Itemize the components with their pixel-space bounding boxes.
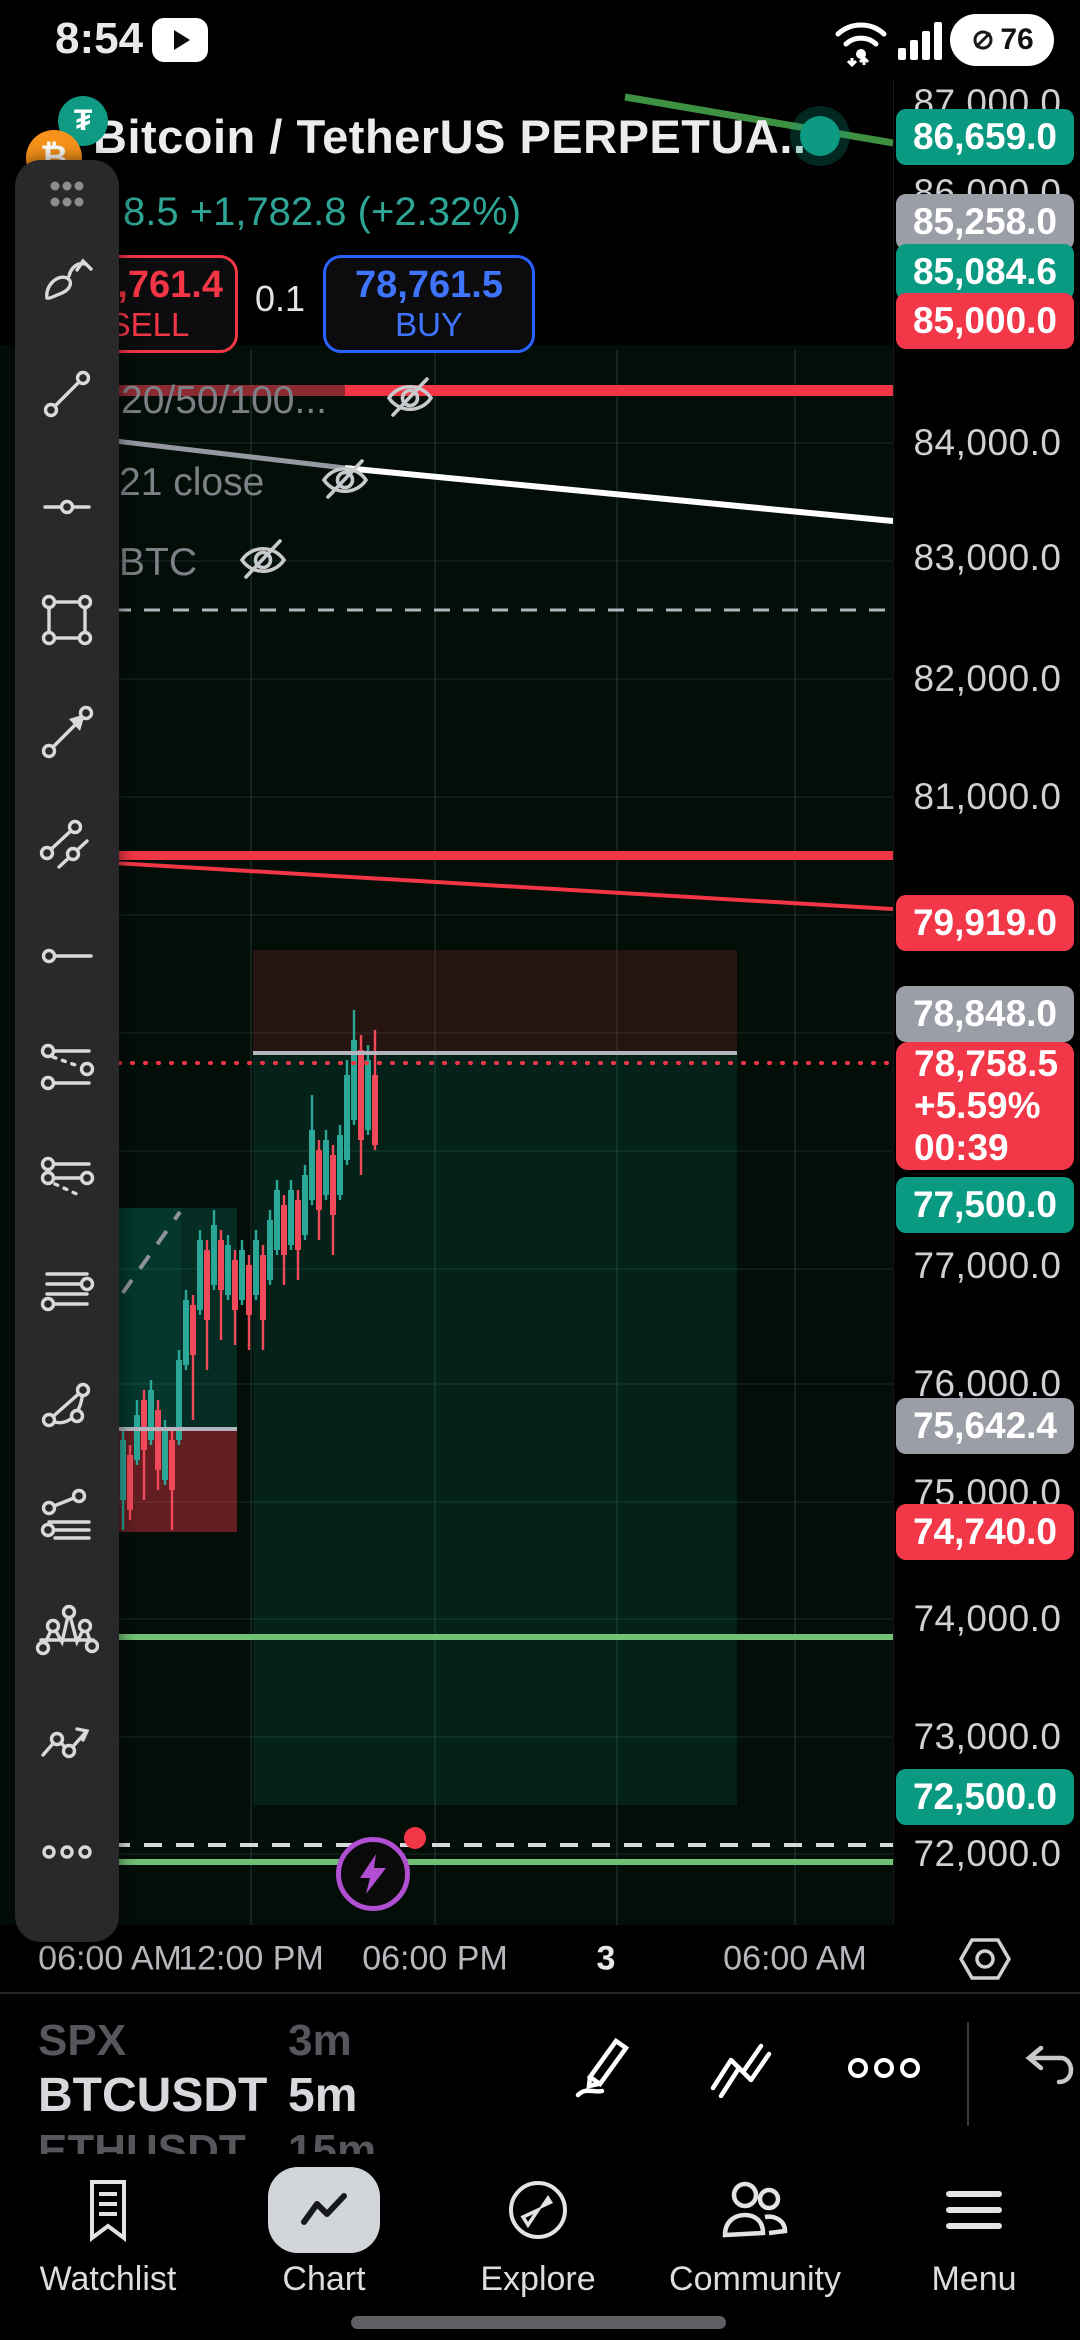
- undo-icon[interactable]: [1021, 2040, 1075, 2088]
- price-scale[interactable]: 87,000.0 86,000.0 84,000.0 83,000.0 82,000.0…: [893, 80, 1080, 1925]
- drawing-toolbar[interactable]: [15, 160, 119, 1942]
- buy-label: BUY: [395, 305, 463, 343]
- signal-bars-icon: [898, 22, 942, 60]
- trend-fib-icon[interactable]: [31, 1482, 103, 1554]
- price-tick: 82,000.0: [913, 658, 1062, 699]
- drag-handle-icon[interactable]: [31, 157, 103, 229]
- price-tick: 72,000.0: [913, 1833, 1062, 1874]
- clock: 8:54: [55, 14, 144, 63]
- wifi-icon: [835, 22, 887, 68]
- last-price-badge: 78,758.5 +5.59% 00:39: [896, 1042, 1074, 1170]
- community-icon: [717, 2177, 793, 2243]
- more-dots-icon[interactable]: [31, 1816, 103, 1888]
- chart-icon: [268, 2167, 380, 2253]
- nav-item-menu[interactable]: Menu: [884, 2154, 1064, 2299]
- indicator-label: BTC: [119, 541, 197, 584]
- fib-retracement-alt-icon[interactable]: [31, 1146, 103, 1218]
- sell-label: SELL: [108, 305, 190, 343]
- eye-hidden-icon[interactable]: [381, 369, 439, 427]
- nav-label: Community: [669, 2260, 841, 2298]
- symbol-interval-picker[interactable]: SPX 3m BTCUSDT 5m ETHUSDT 15m: [0, 1992, 1080, 2156]
- fib-retracement-icon[interactable]: [31, 1033, 103, 1105]
- draw-pencil-icon[interactable]: [568, 2033, 634, 2103]
- xabcd-pattern-icon[interactable]: [31, 1594, 103, 1666]
- eye-hidden-icon[interactable]: [234, 531, 292, 589]
- nav-item-explore[interactable]: Explore: [448, 2154, 628, 2299]
- time-tick: 3: [596, 1939, 616, 1977]
- eye-hidden-icon[interactable]: [316, 451, 374, 509]
- home-indicator[interactable]: [351, 2316, 726, 2329]
- indicators-icon[interactable]: [707, 2038, 773, 2098]
- price-level-badge: 85,084.6: [896, 244, 1074, 300]
- page-title: Bitcoin / TetherUS PERPETUA...: [93, 109, 821, 163]
- nav-label: Menu: [931, 2260, 1017, 2298]
- symbol-header[interactable]: Bitcoin / TetherUS PERPETUA...: [93, 108, 820, 164]
- price-level-badge: 75,642.4: [896, 1398, 1074, 1454]
- time-tick: 06:00 AM: [723, 1939, 867, 1977]
- price-tick: 84,000.0: [913, 422, 1062, 463]
- price-level-badge: 79,919.0: [896, 895, 1074, 951]
- youtube-notification-icon: [152, 18, 208, 62]
- price-level-badge: 86,659.0: [896, 109, 1074, 165]
- interval-value: 5m: [288, 2069, 358, 2122]
- price-level-badge: 74,740.0: [896, 1504, 1074, 1560]
- price-tick: 77,000.0: [913, 1245, 1062, 1286]
- arrow-icon[interactable]: [31, 697, 103, 769]
- nav-label: Watchlist: [39, 2260, 177, 2298]
- brush-icon[interactable]: [31, 244, 103, 316]
- price-tick: 81,000.0: [913, 776, 1062, 817]
- lightning-badge[interactable]: [336, 1837, 410, 1911]
- chart-canvas-background[interactable]: [0, 345, 893, 1925]
- interval-value: 3m: [288, 2016, 352, 2065]
- price-change: 8.5 +1,782.8 (+2.32%): [123, 190, 522, 234]
- time-tick: 06:00 AM: [38, 1939, 182, 1977]
- explore-icon: [503, 2175, 573, 2245]
- bottom-navigation: Watchlist Chart Explore Community Menu: [0, 2154, 1080, 2340]
- rectangle-icon[interactable]: [31, 584, 103, 656]
- price-level-badge: 72,500.0: [896, 1769, 1074, 1825]
- nav-item-community[interactable]: Community: [665, 2154, 845, 2299]
- menu-icon: [943, 2186, 1005, 2234]
- watchlist-icon: [76, 2176, 140, 2244]
- indicator-label: 21 close: [119, 461, 265, 504]
- buy-button[interactable]: 78,761.5 BUY: [323, 255, 535, 353]
- curve-icon[interactable]: [31, 1370, 103, 1442]
- interval-value: 15m: [288, 2126, 377, 2156]
- chart-settings-icon[interactable]: [955, 1933, 1015, 1985]
- time-tick: 12:00 PM: [178, 1939, 324, 1977]
- symbol-name: ETHUSDT: [38, 2126, 246, 2156]
- horizontal-line-icon[interactable]: [31, 471, 103, 543]
- nav-item-watchlist[interactable]: Watchlist: [18, 2154, 198, 2299]
- quantity-field[interactable]: 0.1: [254, 278, 306, 319]
- price-tick: 73,000.0: [913, 1716, 1062, 1757]
- symbol-name: BTCUSDT: [38, 2069, 268, 2122]
- battery-icon: 76: [950, 14, 1054, 66]
- nav-label: Explore: [480, 2260, 596, 2298]
- price-tick: 76,000.0: [913, 1363, 1062, 1404]
- status-bar: 8:54 76: [0, 0, 1080, 80]
- trend-line-icon[interactable]: [31, 358, 103, 430]
- indicator-label: 20/50/100...: [121, 379, 328, 422]
- price-tick: 83,000.0: [913, 537, 1062, 578]
- time-axis[interactable]: 06:00 AM 12:00 PM 06:00 PM 3 06:00 AM: [0, 1925, 1080, 1992]
- nav-item-chart[interactable]: Chart: [234, 2154, 414, 2299]
- nav-label: Chart: [282, 2260, 366, 2298]
- price-level-badge: 78,848.0: [896, 986, 1074, 1042]
- symbol-name: SPX: [38, 2016, 127, 2065]
- horizontal-ray-icon[interactable]: [31, 920, 103, 992]
- price-level-badge: 85,000.0: [896, 293, 1074, 349]
- battery-percent: 76: [1000, 23, 1034, 56]
- more-dots-icon[interactable]: [844, 2053, 924, 2083]
- parallel-channel-icon[interactable]: [31, 809, 103, 881]
- price-level-badge: 85,258.0: [896, 194, 1074, 250]
- market-status-dot: [800, 116, 840, 156]
- price-tick: 74,000.0: [913, 1598, 1062, 1639]
- picker-divider: [967, 2022, 969, 2126]
- horizontal-lines-icon[interactable]: [31, 1258, 103, 1330]
- alert-dot: [404, 1827, 426, 1849]
- buy-price: 78,761.5: [355, 263, 503, 306]
- time-tick: 06:00 PM: [362, 1939, 508, 1977]
- zigzag-arrow-icon[interactable]: [31, 1705, 103, 1777]
- price-level-badge: 77,500.0: [896, 1177, 1074, 1233]
